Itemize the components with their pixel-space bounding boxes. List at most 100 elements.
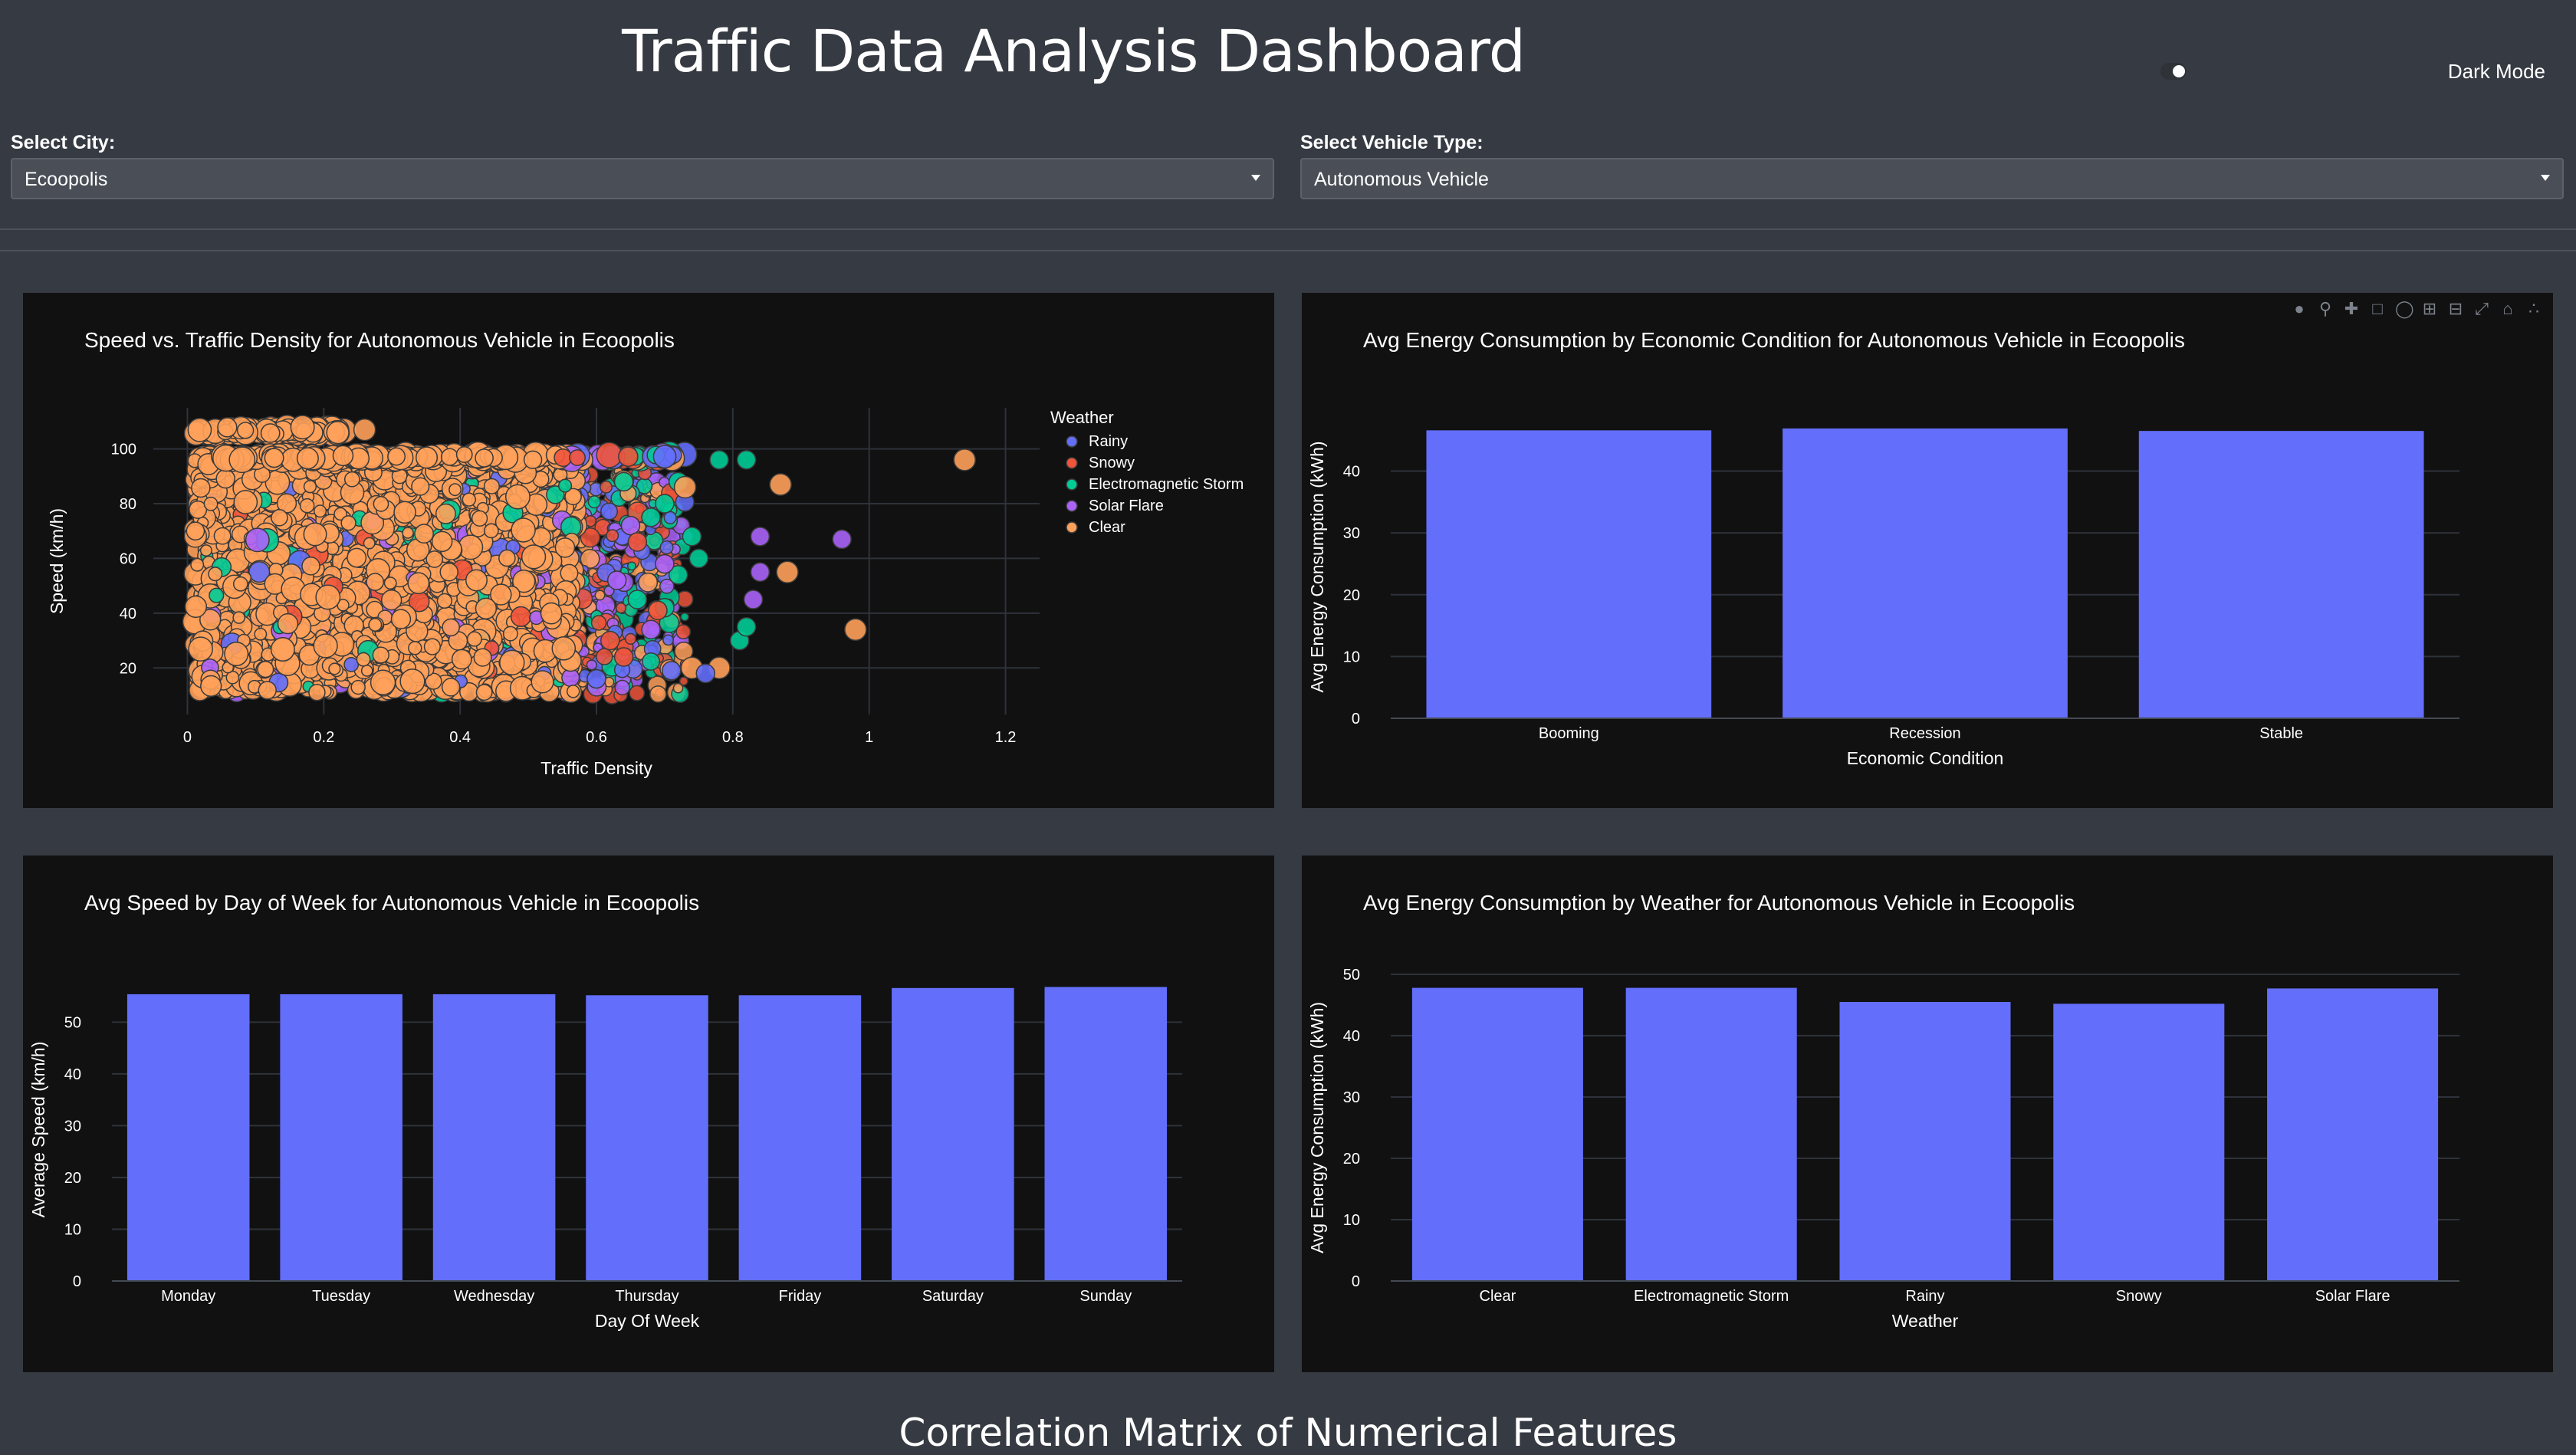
scatter-point[interactable] [248, 561, 271, 583]
scatter-point[interactable] [580, 527, 601, 548]
scatter-point[interactable] [473, 648, 492, 667]
scatter-point[interactable] [436, 593, 453, 609]
scatter-point[interactable] [350, 679, 366, 695]
scatter-point[interactable] [360, 665, 373, 677]
scatter-point[interactable] [439, 563, 458, 582]
scatter-point[interactable] [511, 517, 536, 543]
bar-chart[interactable]: 0 10 20 30 40 Booming Recession Stable Economic … [1302, 293, 2553, 808]
scatter-point[interactable] [624, 632, 637, 645]
scatter-point[interactable] [680, 612, 689, 622]
bar[interactable] [2267, 988, 2439, 1281]
scatter-point[interactable] [233, 490, 258, 514]
scatter-point[interactable] [626, 561, 637, 571]
scatter-point[interactable] [641, 619, 661, 640]
scatter-point[interactable] [832, 529, 852, 550]
scatter-point[interactable] [546, 485, 565, 504]
scatter-point[interactable] [458, 534, 484, 560]
scatter-point[interactable] [334, 507, 347, 521]
scatter-point[interactable] [587, 495, 601, 509]
home-icon[interactable]: ⌂ [2502, 299, 2513, 318]
scatter-point[interactable] [187, 417, 212, 442]
scatter-point[interactable] [199, 544, 212, 557]
bar[interactable] [1783, 428, 2068, 718]
scatter-point[interactable] [736, 616, 757, 637]
scatter-point[interactable] [366, 573, 385, 591]
zoom-icon[interactable]: ⚲ [2318, 299, 2332, 318]
scatter-point[interactable] [557, 478, 573, 493]
scatter-point[interactable] [326, 421, 350, 445]
scatter-point[interactable] [475, 684, 493, 701]
scatter-point[interactable] [672, 682, 684, 694]
bar[interactable] [280, 994, 402, 1281]
scatter-point[interactable] [695, 663, 716, 684]
scatter-point[interactable] [580, 549, 600, 569]
camera-icon[interactable]: ● [2294, 299, 2305, 318]
scatter-point[interactable] [440, 448, 459, 466]
bar[interactable] [1044, 987, 1168, 1281]
scatter-point[interactable] [347, 547, 367, 568]
scatter-point[interactable] [566, 685, 580, 698]
scatter-point[interactable] [368, 617, 383, 632]
scatter-point[interactable] [184, 595, 208, 619]
autoscale-icon[interactable]: ⤢ [2475, 299, 2489, 318]
scatter-point[interactable] [675, 624, 692, 639]
scatter-point[interactable] [688, 548, 709, 569]
scatter-point[interactable] [709, 450, 729, 470]
scatter-point[interactable] [678, 676, 688, 686]
scatter-point[interactable] [208, 567, 223, 582]
scatter-point[interactable] [270, 637, 295, 662]
scatter-point[interactable] [659, 540, 674, 555]
scatter-point[interactable] [540, 602, 563, 625]
pan-icon[interactable]: ✚ [2344, 299, 2359, 318]
scatter-point[interactable] [236, 422, 255, 439]
scatter-point[interactable] [188, 636, 213, 662]
scatter-point[interactable] [315, 584, 341, 610]
scatter-point[interactable] [615, 602, 627, 614]
scatter-point[interactable] [523, 450, 543, 469]
city-select[interactable]: Ecoopolis [11, 158, 1274, 199]
legend-item[interactable]: Rainy [1089, 433, 1128, 450]
lasso-icon[interactable]: ◯ [2395, 299, 2414, 318]
scatter-point[interactable] [655, 553, 675, 574]
scatter-point[interactable] [638, 572, 659, 593]
scatter-point[interactable] [663, 511, 677, 524]
scatter-point[interactable] [750, 562, 770, 583]
bar[interactable] [586, 995, 708, 1281]
zoom-in-icon[interactable]: ⊞ [2422, 299, 2437, 318]
scatter-point[interactable] [551, 636, 577, 661]
scatter-point[interactable] [776, 560, 799, 584]
scatter-point[interactable] [627, 532, 648, 552]
scatter-point[interactable] [441, 678, 461, 697]
scatter-point[interactable] [620, 515, 641, 536]
scatter-point[interactable] [301, 557, 320, 576]
scatter-chart[interactable]: 20 40 60 80 100 0 0.2 0.4 0.6 0.8 1 1.2 Traffic Dens… [23, 293, 1274, 808]
scatter-point[interactable] [504, 484, 531, 510]
scatter-point[interactable] [465, 569, 488, 592]
scatter-point[interactable] [186, 521, 205, 541]
scatter-point[interactable] [662, 634, 675, 646]
scatter-point[interactable] [425, 672, 442, 690]
scatter-point[interactable] [363, 537, 376, 550]
scatter-point[interactable] [415, 446, 439, 469]
legend-item[interactable]: Snowy [1089, 455, 1135, 471]
scatter-point[interactable] [475, 448, 494, 468]
energy-economic-chart-panel[interactable]: Avg Energy Consumption by Economic Condi… [1302, 293, 2553, 808]
scatter-point[interactable] [451, 649, 472, 670]
scatter-point[interactable] [659, 578, 675, 594]
scatter-point[interactable] [600, 502, 619, 521]
scatter-point[interactable] [769, 473, 792, 496]
scatter-point[interactable] [340, 515, 356, 531]
bar[interactable] [892, 987, 1014, 1281]
scatter-point[interactable] [502, 626, 518, 642]
scatter-point[interactable] [475, 597, 498, 619]
scatter-point[interactable] [435, 503, 456, 524]
scatter-point[interactable] [313, 504, 327, 518]
legend-item[interactable]: Clear [1089, 519, 1125, 536]
scatter-point[interactable] [232, 576, 248, 592]
scatter-point[interactable] [299, 498, 315, 514]
bar[interactable] [432, 994, 556, 1281]
bar[interactable] [127, 994, 250, 1281]
scatter-point[interactable] [564, 488, 582, 506]
zoom-out-icon[interactable]: ⊟ [2448, 299, 2463, 318]
scatter-point[interactable] [303, 522, 327, 547]
